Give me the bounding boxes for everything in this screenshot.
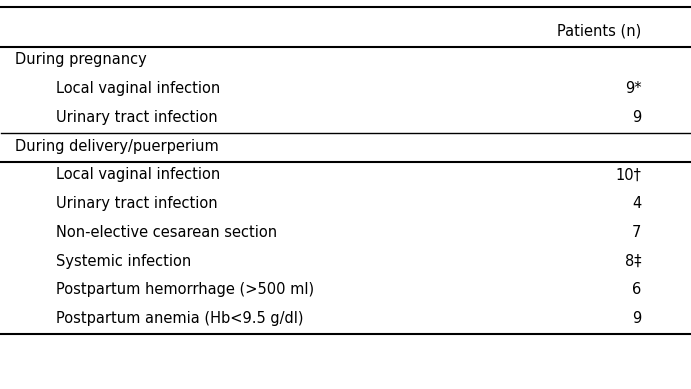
Text: 9: 9 [632,110,641,125]
Text: During pregnancy: During pregnancy [15,53,147,67]
Text: Non-elective cesarean section: Non-elective cesarean section [57,225,278,240]
Text: Patients (n): Patients (n) [557,24,641,39]
Text: 9*: 9* [625,81,641,96]
Text: 10†: 10† [616,167,641,182]
Text: Local vaginal infection: Local vaginal infection [57,167,220,182]
Text: 7: 7 [632,225,641,240]
Text: Postpartum anemia (Hb<9.5 g/dl): Postpartum anemia (Hb<9.5 g/dl) [57,311,304,326]
Text: Postpartum hemorrhage (>500 ml): Postpartum hemorrhage (>500 ml) [57,282,314,297]
Text: 4: 4 [632,196,641,211]
Text: Local vaginal infection: Local vaginal infection [57,81,220,96]
Text: 8‡: 8‡ [625,254,641,268]
Text: 6: 6 [632,282,641,297]
Text: During delivery/puerperium: During delivery/puerperium [15,138,219,154]
Text: Urinary tract infection: Urinary tract infection [57,196,218,211]
Text: Urinary tract infection: Urinary tract infection [57,110,218,125]
Text: Systemic infection: Systemic infection [57,254,191,268]
Text: 9: 9 [632,311,641,326]
